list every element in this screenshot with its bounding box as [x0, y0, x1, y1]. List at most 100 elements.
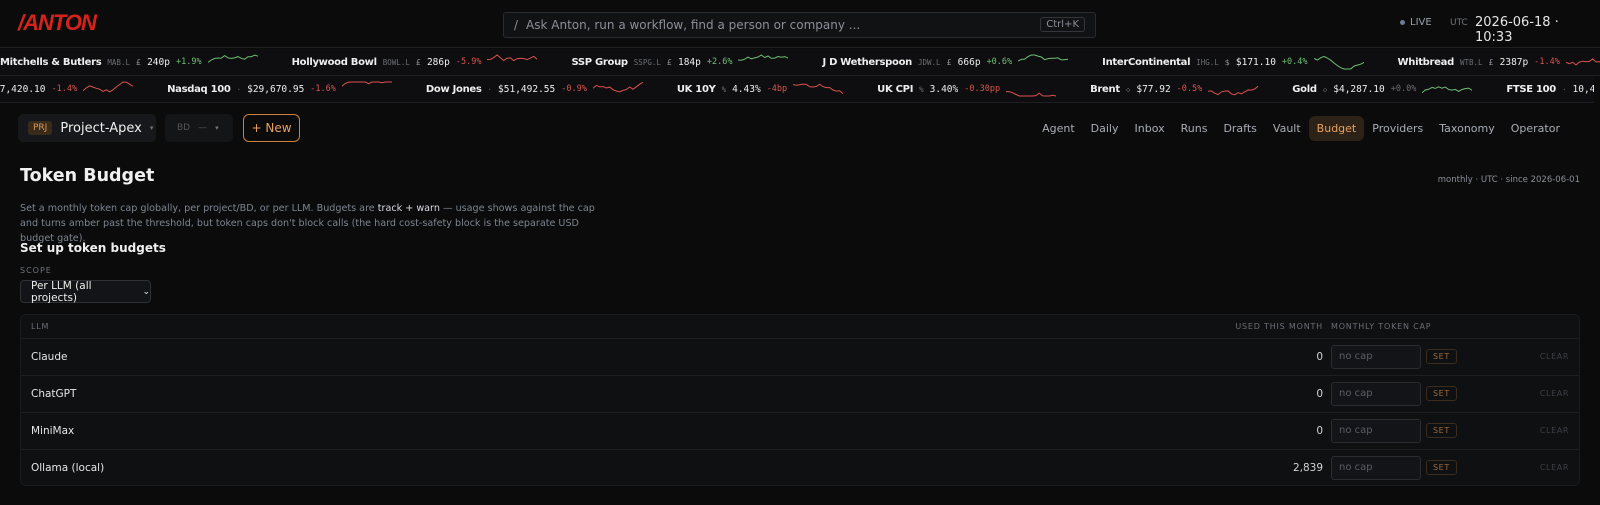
ticker-name: Whitbread — [1397, 56, 1455, 68]
ticker-change: -1.4% — [1534, 57, 1560, 67]
sparkline-line — [1313, 55, 1364, 70]
nav-item[interactable]: Daily — [1090, 121, 1119, 135]
bd-selector[interactable]: BD — ▾ — [165, 114, 233, 142]
sparkline-line — [1565, 58, 1600, 66]
ticker-item[interactable]: Whitbread WTB.L £2387p -1.4% — [1398, 53, 1600, 71]
ticker-price: 666p — [957, 56, 981, 68]
used-tokens: 2,839 — [1292, 462, 1323, 474]
llm-name: ChatGPT — [31, 388, 77, 400]
ticker-item[interactable]: Brent ◇ $77.92 -0.5% — [1090, 80, 1259, 98]
table-header: LLM USED THIS MONTH MONTHLY TOKEN CAP — [21, 315, 1579, 339]
clear-button[interactable]: CLEAR — [1539, 389, 1569, 398]
ticker-price: 286p — [426, 56, 450, 68]
ticker-currency: £ — [135, 57, 142, 67]
ticker-item[interactable]: Hollywood Bowl BOWL.L £286p -5.9% — [292, 53, 538, 71]
sparkline — [487, 54, 538, 62]
ticker-item[interactable]: FTSE 100 · 10,406 — [1506, 84, 1594, 95]
sparkline — [1422, 86, 1473, 94]
market-ticker: $7,420.10 -1.4% Nasdaq 100 · $29,670.95 -1.6%… — [0, 76, 1594, 103]
sparkline-line — [738, 54, 789, 61]
ticker-change: +0.6% — [986, 57, 1013, 67]
nav-item[interactable]: Agent — [1042, 121, 1075, 135]
sparkline — [1006, 91, 1057, 97]
nav-item[interactable]: Operator — [1510, 121, 1560, 135]
nav-item[interactable]: Vault — [1272, 121, 1301, 135]
clear-button[interactable]: CLEAR — [1539, 426, 1569, 435]
ticker-symbol: IHG.L — [1196, 57, 1219, 67]
set-button[interactable]: SET — [1426, 349, 1457, 364]
llm-name: MiniMax — [31, 425, 75, 437]
desc-highlight: track + warn — [377, 203, 440, 214]
new-button[interactable]: + New — [243, 114, 300, 142]
ticker-name: FTSE 100 — [1506, 83, 1556, 95]
sparkline-line — [592, 81, 643, 93]
ticker-name: InterContinental — [1102, 56, 1191, 68]
ticker-currency: £ — [666, 57, 672, 67]
ticker-symbol: % — [721, 84, 727, 94]
ticker-item[interactable]: Gold ◇ $4,287.10 +0.0% — [1292, 80, 1473, 98]
search-box[interactable]: / Ask Anton, run a workflow, find a pers… — [503, 12, 1096, 38]
ticker-price: 184p — [677, 56, 701, 68]
ticker-item[interactable]: InterContinental IHG.L $ $171.10 +0.4% — [1102, 53, 1364, 71]
cap-input[interactable]: no cap — [1331, 419, 1421, 443]
scope-label: SCOPE — [20, 266, 52, 275]
ticker-symbol: ◇ — [1322, 84, 1328, 94]
nav-item[interactable]: Drafts — [1223, 121, 1257, 135]
ticker-item[interactable]: J D Wetherspoon JDW.L £666p +0.6% — [822, 53, 1069, 71]
desc-text: Set a monthly token cap globally, per pr… — [20, 203, 378, 214]
project-name: Project-Apex — [60, 120, 142, 136]
project-selector[interactable]: PRJ Project-Apex ▾ — [18, 114, 156, 142]
search-slash: / — [514, 18, 519, 32]
ticker-change: -1.4% — [51, 84, 78, 94]
ticker-item[interactable]: Dow Jones · $51,492.55 -0.9% — [426, 80, 643, 98]
sparkline-line — [83, 81, 134, 93]
clear-button[interactable]: CLEAR — [1539, 463, 1569, 472]
sparkline — [1208, 85, 1259, 96]
set-button[interactable]: SET — [1426, 423, 1457, 438]
ticker-item[interactable]: Nasdaq 100 · $29,670.95 -1.6% — [167, 80, 392, 98]
ticker-item[interactable]: SSP Group SSPG.L £184p +2.6% — [571, 53, 789, 71]
ticker-item[interactable]: Mitchells & Butlers MAB.L £240p +1.9% — [0, 53, 258, 71]
sparkline-line — [1018, 54, 1069, 62]
sparkline — [83, 81, 134, 93]
table-row: Claude 0 no cap SET CLEAR — [21, 339, 1579, 376]
ticker-price: 10,406 — [1572, 83, 1595, 95]
ticker-price: $51,492.55 — [498, 83, 556, 95]
ticker-name: Hollywood Bowl — [291, 56, 378, 68]
caret: ▾ — [149, 124, 154, 132]
sparkline-line — [1006, 91, 1057, 97]
ticker-change: -0.30pp — [964, 84, 1001, 94]
logo[interactable]: /ANTON — [18, 10, 97, 35]
ticker-symbol: % — [919, 84, 924, 94]
ticker-change: +0.4% — [1281, 57, 1308, 67]
cap-input[interactable]: no cap — [1331, 345, 1421, 369]
nav-item[interactable]: Providers — [1372, 121, 1424, 135]
set-button[interactable]: SET — [1426, 460, 1457, 475]
timezone: UTC — [1450, 18, 1468, 28]
ticker-item[interactable]: UK CPI% 3.40% -0.30pp — [877, 80, 1057, 98]
cap-input[interactable]: no cap — [1331, 456, 1421, 480]
page-title: Token Budget — [20, 166, 155, 186]
ticker-item[interactable]: UK 10Y% 4.43% -4bp — [676, 80, 844, 98]
ticker-name: Brent — [1090, 83, 1120, 95]
scope-select[interactable]: Per LLM (all projects) ⌄ — [20, 280, 151, 304]
nav-item[interactable]: Budget — [1308, 115, 1365, 141]
sparkline — [793, 83, 844, 94]
nav-item[interactable]: Runs — [1180, 121, 1208, 135]
llm-name: Ollama (local) — [31, 462, 105, 474]
ticker-symbol: SSPG.L — [633, 57, 661, 67]
nav-item[interactable]: Inbox — [1134, 121, 1165, 135]
clear-button[interactable]: CLEAR — [1539, 352, 1569, 361]
ticker-change: -5.9% — [455, 57, 482, 67]
set-button[interactable]: SET — [1426, 386, 1457, 401]
clock: 2026-06-18 · 10:33 — [1475, 15, 1559, 45]
ticker-symbol: JDW.L — [918, 57, 941, 67]
budget-table: LLM USED THIS MONTH MONTHLY TOKEN CAP Cl… — [20, 314, 1580, 486]
nav-item[interactable]: Taxonomy — [1439, 121, 1495, 135]
ticker-change: -4bp — [766, 84, 788, 94]
project-tag: PRJ — [28, 121, 53, 135]
cap-input[interactable]: no cap — [1331, 382, 1421, 406]
ticker-item[interactable]: $7,420.10 -1.4% — [0, 80, 134, 98]
ticker-name: UK 10Y — [676, 83, 716, 95]
desc-text: — usage shows against the cap and turns … — [20, 203, 595, 244]
